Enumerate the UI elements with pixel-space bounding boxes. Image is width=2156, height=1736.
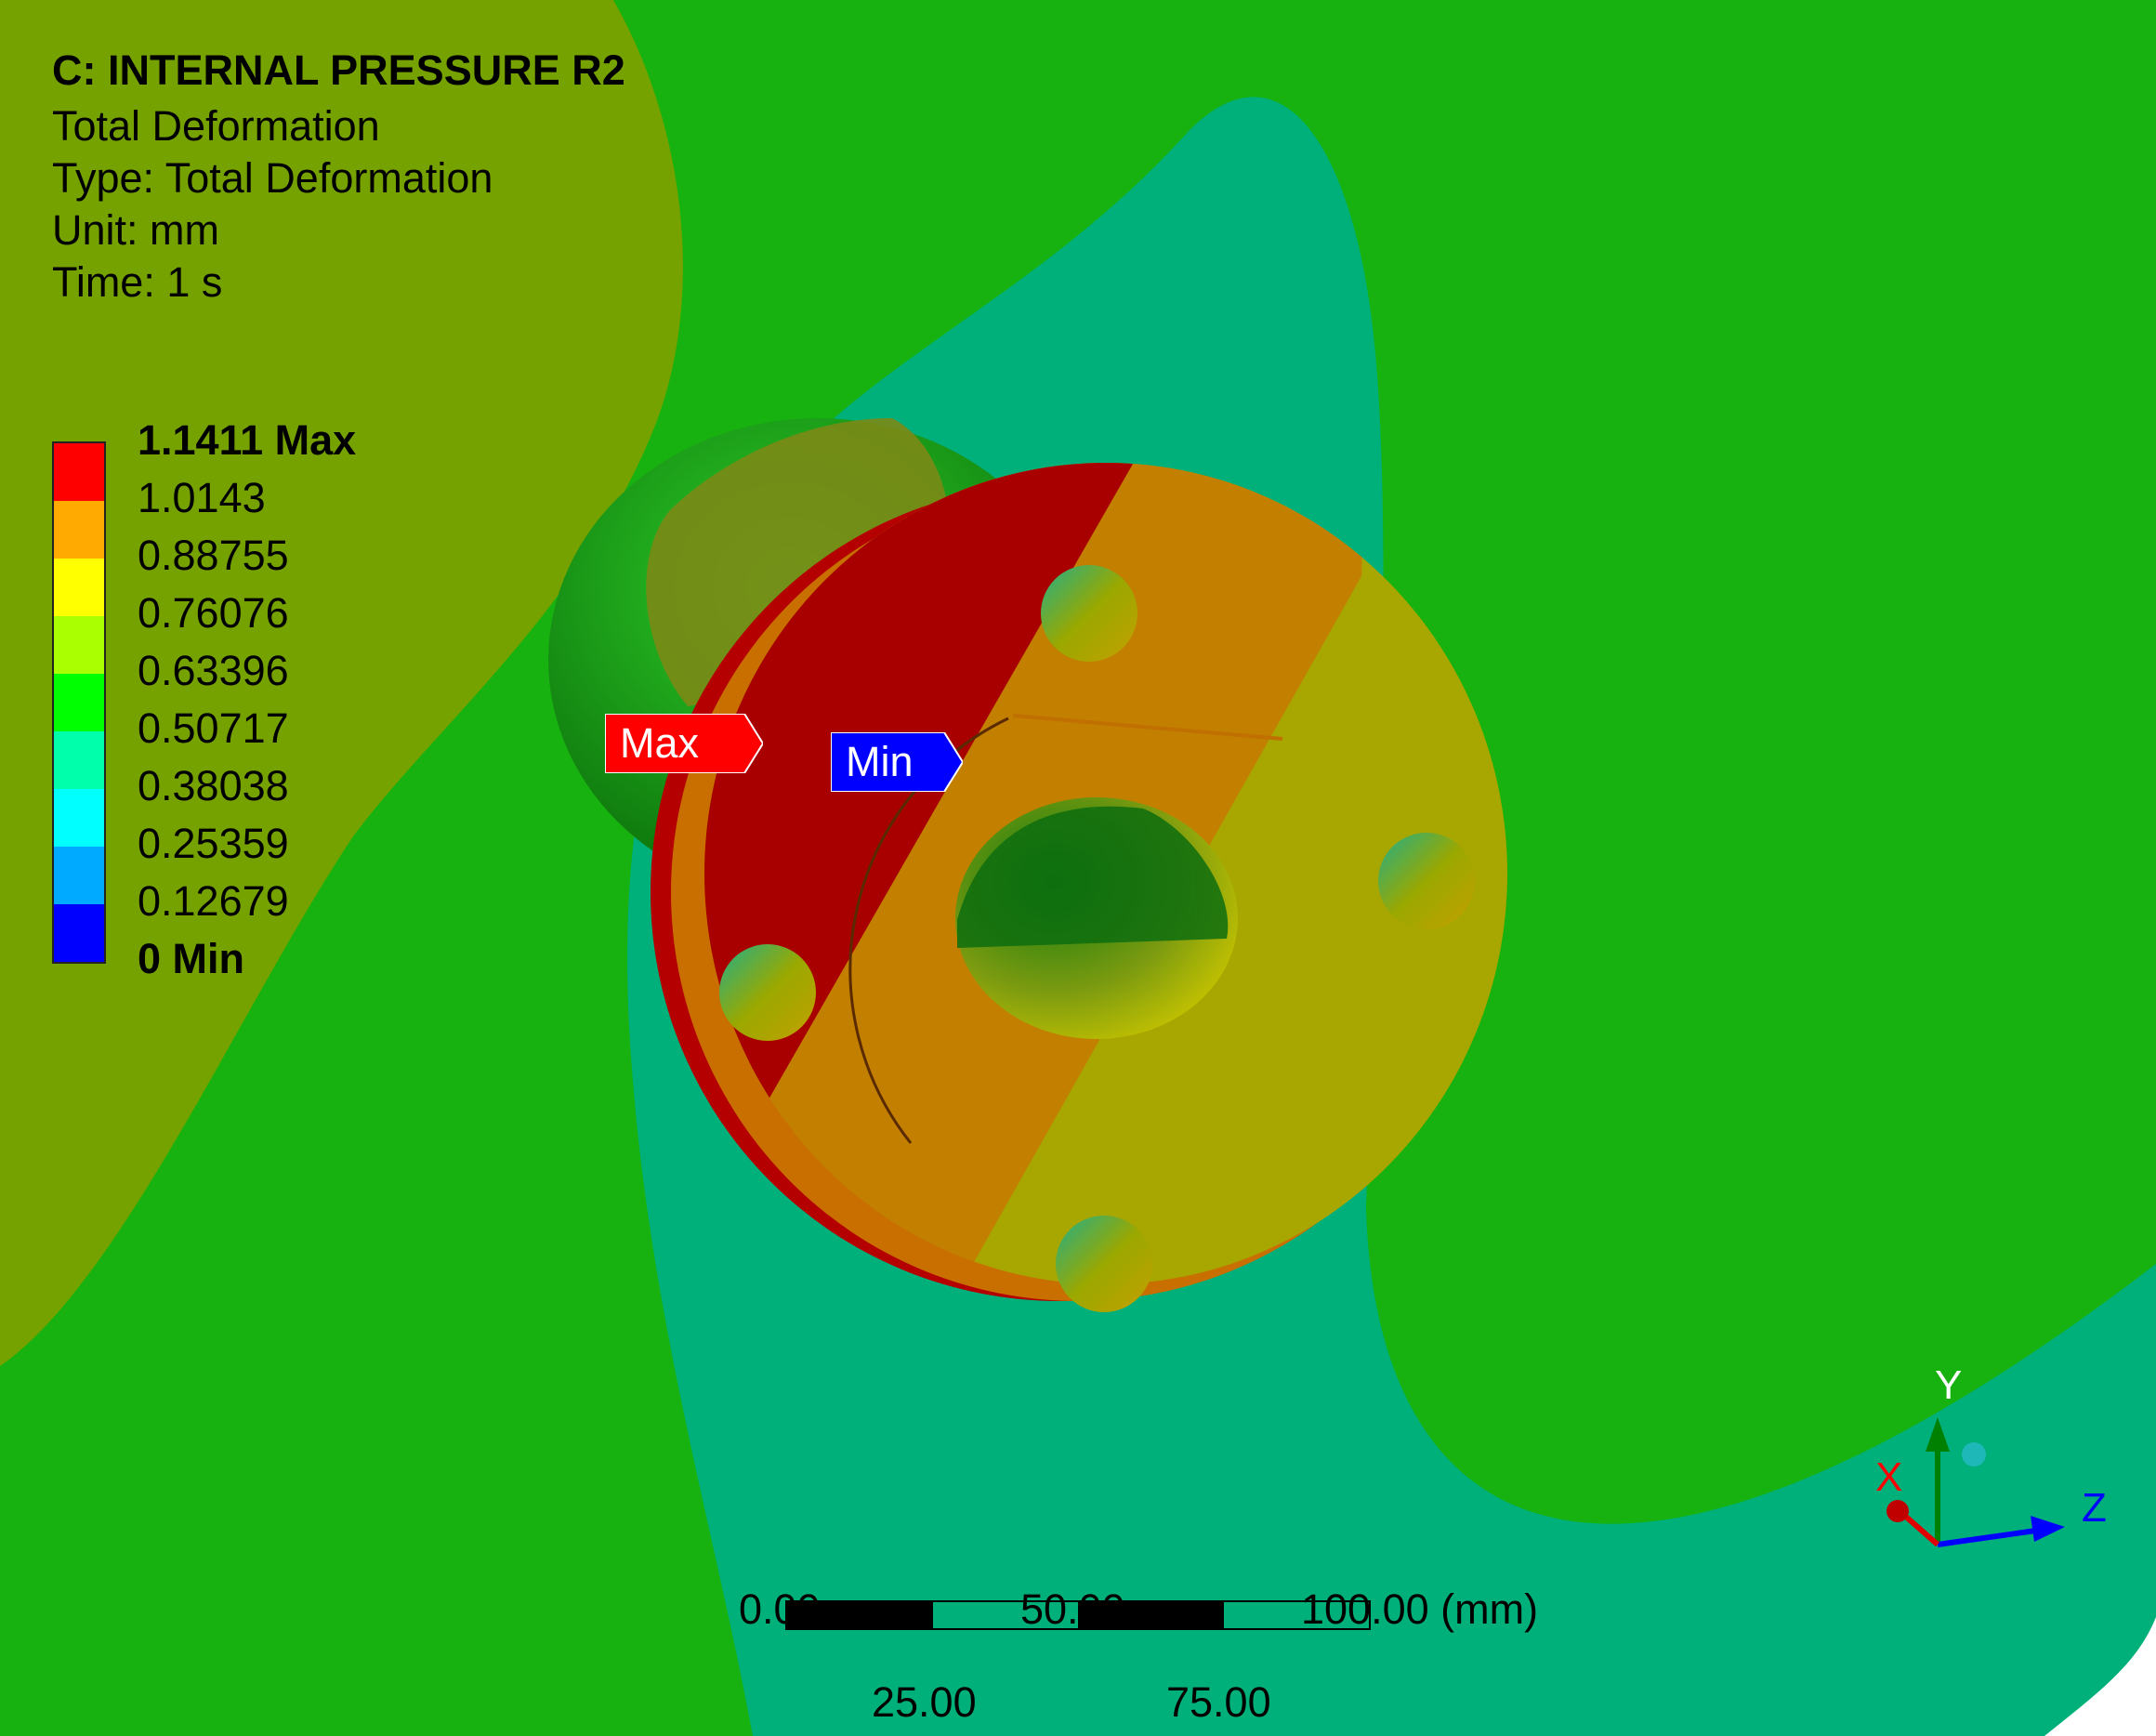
legend-label[interactable]: 0.12679 xyxy=(138,877,289,925)
coordinate-triad xyxy=(1886,1417,2065,1547)
scale-segment xyxy=(1224,1602,1370,1628)
legend-label[interactable]: 0.38038 xyxy=(138,762,289,809)
min-flag-icon xyxy=(831,732,963,792)
result-type: Type: Total Deformation xyxy=(52,154,493,202)
max-probe-text: Max xyxy=(620,719,700,767)
legend-label[interactable]: 0.88755 xyxy=(138,532,289,579)
min-probe-text: Min xyxy=(846,738,914,785)
max-probe-label[interactable]: Max xyxy=(605,714,778,773)
legend-label[interactable]: 0.76076 xyxy=(138,589,289,637)
triad-y-label: Y xyxy=(1935,1362,1963,1408)
scale-label-25: 25.00 xyxy=(872,1678,977,1726)
scale-label-75: 75.00 xyxy=(1166,1678,1271,1726)
legend-swatch xyxy=(54,847,104,904)
scale-segment xyxy=(933,1602,1079,1628)
min-probe-label[interactable]: Min xyxy=(831,732,978,792)
legend-swatch xyxy=(54,674,104,731)
max-flag-icon xyxy=(605,714,763,773)
legend-label[interactable]: 0.63396 xyxy=(138,647,289,694)
scale-segment xyxy=(1078,1602,1224,1628)
legend-swatch xyxy=(54,904,104,962)
legend-swatch xyxy=(54,789,104,847)
triad-x-label: X xyxy=(1875,1454,1903,1500)
result-title: C: INTERNAL PRESSURE R2 xyxy=(52,46,625,94)
scale-bar xyxy=(785,1600,1371,1630)
legend-swatch xyxy=(54,443,104,501)
legend-swatch xyxy=(54,616,104,674)
legend-swatch xyxy=(54,501,104,559)
scale-label-100: 100.00 (mm) xyxy=(1301,1585,1539,1633)
legend-label-min[interactable]: 0 Min xyxy=(138,935,245,982)
triad-z-label: Z xyxy=(2082,1485,2107,1531)
result-time: Time: 1 s xyxy=(52,258,223,306)
legend-swatch xyxy=(54,731,104,789)
result-unit: Unit: mm xyxy=(52,206,219,254)
result-name: Total Deformation xyxy=(52,102,380,150)
legend-label[interactable]: 0.50717 xyxy=(138,704,289,752)
contour-legend-bar[interactable] xyxy=(52,441,106,964)
scale-segment xyxy=(787,1602,933,1628)
legend-label[interactable]: 1.0143 xyxy=(138,474,266,521)
legend-label[interactable]: 0.25359 xyxy=(138,820,289,867)
legend-label-max[interactable]: 1.1411 Max xyxy=(138,416,357,464)
legend-swatch xyxy=(54,559,104,616)
